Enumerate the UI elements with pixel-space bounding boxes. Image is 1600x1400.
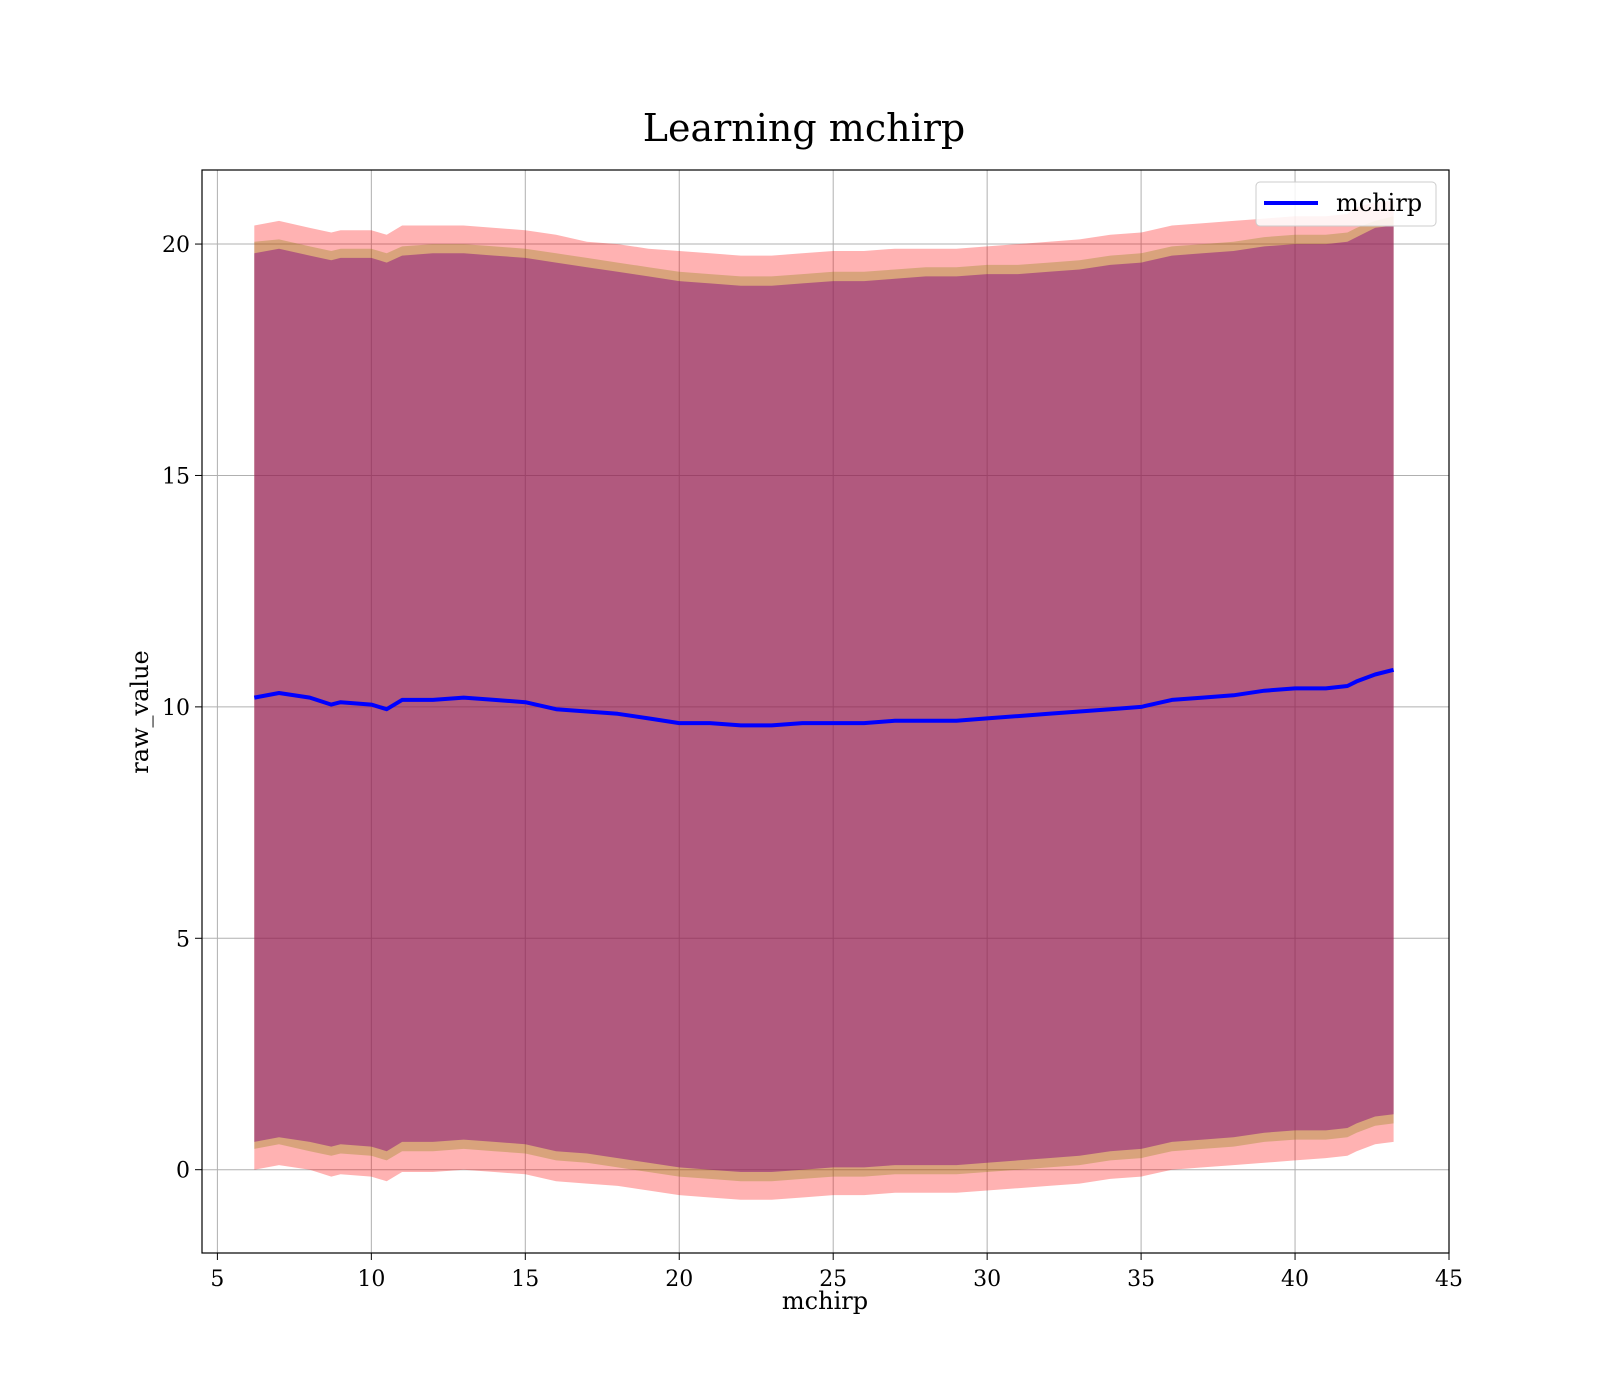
y-tick-label: 15: [162, 464, 190, 489]
chart-title: Learning mchirp: [643, 106, 965, 150]
x-axis-label: mchirp: [782, 1287, 868, 1315]
series-lines: [253, 667, 1395, 728]
x-tick-label: 5: [210, 1267, 224, 1292]
band-middle: [254, 216, 1394, 1182]
x-tick-label: 15: [511, 1267, 539, 1292]
y-tick-label: 20: [162, 233, 190, 258]
legend-label-mchirp: mchirp: [1336, 189, 1422, 217]
band-outer: [254, 200, 1394, 1200]
x-tick-label: 10: [357, 1267, 385, 1292]
legend: mchirp: [1255, 181, 1437, 227]
legend-box: [1255, 181, 1437, 227]
y-tick-label: 10: [162, 696, 190, 721]
y-axis-label: raw_value: [126, 650, 154, 774]
x-tick-label: 40: [1281, 1267, 1309, 1292]
x-tick-label: 45: [1435, 1267, 1463, 1292]
plot-frame: [201, 169, 1450, 1254]
y-tick-label: 5: [176, 927, 190, 952]
y-tick-label: 0: [176, 1159, 190, 1184]
x-tick-label: 30: [973, 1267, 1001, 1292]
axis-ticks: 5 10 15 20 25 30 35 40 45 0 5 10 15 20: [162, 233, 1463, 1292]
x-tick-label: 20: [665, 1267, 693, 1292]
band-inner: [254, 225, 1394, 1172]
x-tick-label: 35: [1127, 1267, 1155, 1292]
x-tick-label: 25: [819, 1267, 847, 1292]
confidence-bands: [254, 200, 1394, 1200]
series-line-mchirp: [253, 667, 1395, 728]
